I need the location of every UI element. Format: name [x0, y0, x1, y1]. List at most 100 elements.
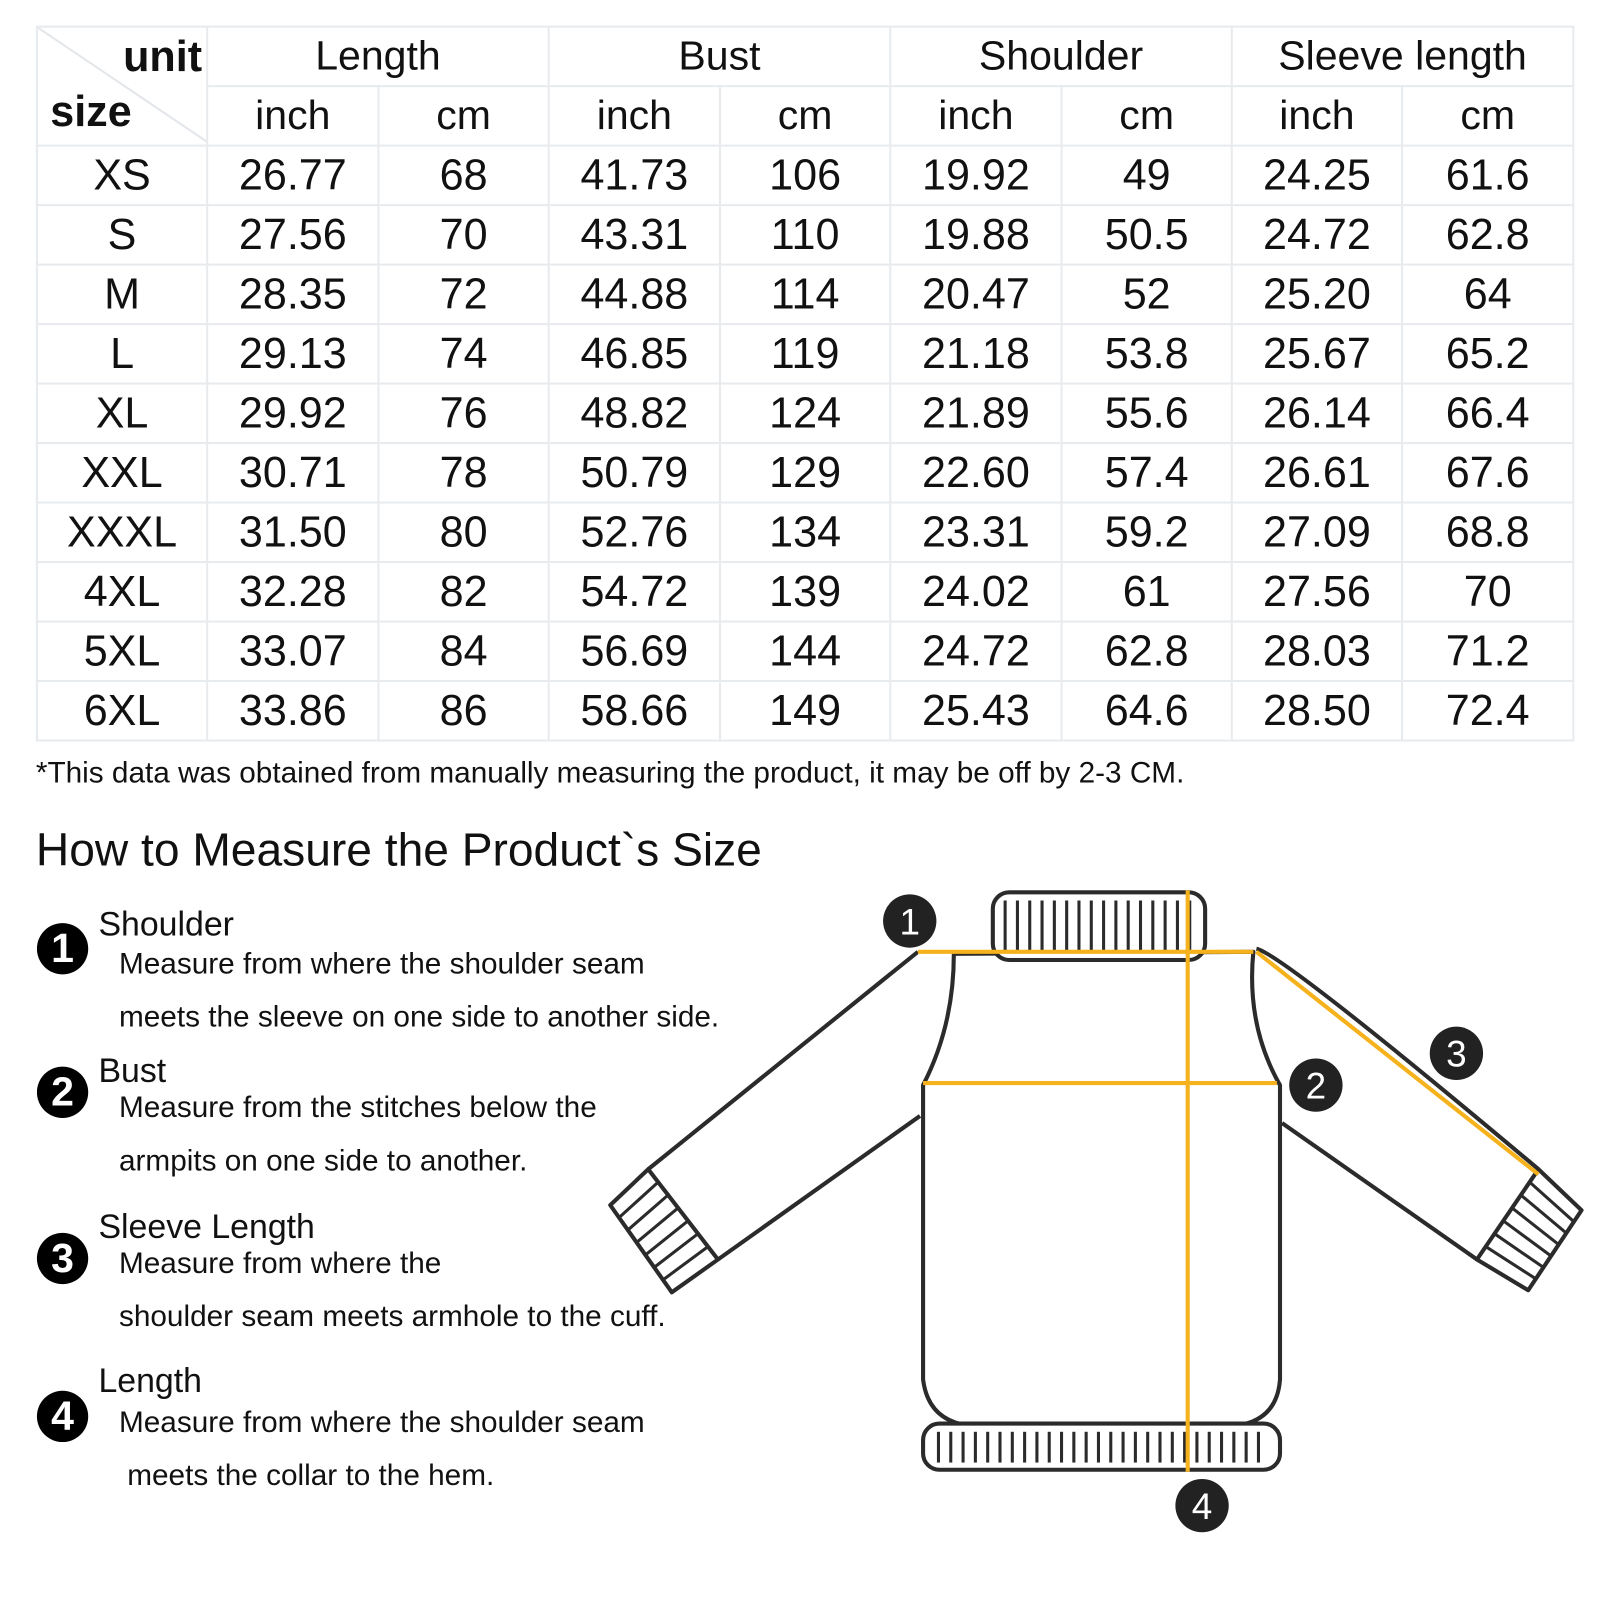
- value-cell: 124: [718, 382, 892, 445]
- table-row: M 28.35 72 44.88 114 20.47 52 25.20 64: [35, 263, 1575, 326]
- value-cell: 24.02: [889, 561, 1063, 623]
- value-cell: 25.67: [1230, 323, 1404, 385]
- unit-subheader: cm: [718, 85, 892, 147]
- value-cell: 25.20: [1230, 263, 1404, 326]
- step-description: Measure from where the shoulder seam meet…: [119, 1237, 666, 1344]
- table-row: XXL 30.71 78 50.79 129 22.60 57.4 26.61 67.6: [35, 442, 1575, 504]
- value-cell: 23.31: [889, 501, 1063, 564]
- value-cell: 61: [1060, 561, 1233, 623]
- value-cell: 86: [377, 679, 550, 742]
- value-cell: 27.56: [206, 204, 380, 266]
- unit-subheader: inch: [1230, 85, 1404, 147]
- value-cell: 52.76: [547, 501, 722, 564]
- value-cell: 139: [718, 561, 892, 623]
- value-cell: 54.72: [547, 561, 722, 623]
- step-number-icon: 4: [36, 1390, 89, 1443]
- unit-subheader: inch: [889, 85, 1063, 147]
- value-cell: 48.82: [547, 382, 722, 445]
- value-cell: 26.77: [206, 144, 380, 207]
- value-cell: 72.4: [1401, 679, 1575, 742]
- step-description-line: Measure from where the shoulder seam: [118, 947, 645, 981]
- value-cell: 20.47: [889, 263, 1063, 326]
- marker-1: 1: [883, 894, 937, 948]
- unit-subheader: cm: [377, 85, 550, 147]
- step-title: Shoulder: [98, 904, 234, 943]
- value-cell: 80: [377, 501, 550, 564]
- value-cell: 49: [1060, 144, 1233, 207]
- value-cell: 30.71: [206, 442, 380, 504]
- size-cell: XS: [35, 144, 209, 207]
- unit-label: unit: [123, 31, 203, 80]
- value-cell: 29.13: [206, 323, 380, 385]
- step-number-icon: 2: [36, 1066, 89, 1118]
- value-cell: 74: [377, 323, 550, 385]
- table-row: XXXL 31.50 80 52.76 134 23.31 59.2 27.09 68.8: [35, 501, 1575, 564]
- value-cell: 129: [718, 442, 892, 504]
- value-cell: 24.72: [1230, 204, 1404, 266]
- size-cell: 5XL: [35, 620, 209, 683]
- size-label: size: [50, 87, 132, 136]
- value-cell: 144: [718, 620, 892, 683]
- size-cell: S: [35, 204, 209, 266]
- measure-lines: [917, 890, 1540, 1472]
- table-row: S 27.56 70 43.31 110 19.88 50.5 24.72 62.8: [35, 204, 1575, 266]
- marker-4: 4: [1175, 1478, 1229, 1533]
- value-cell: 64.6: [1060, 679, 1233, 742]
- value-cell: 50.5: [1060, 204, 1233, 266]
- svg-text:1: 1: [899, 901, 920, 942]
- value-cell: 21.89: [889, 382, 1063, 445]
- value-cell: 57.4: [1060, 442, 1233, 504]
- value-cell: 66.4: [1401, 382, 1575, 445]
- step-title: Bust: [98, 1051, 167, 1090]
- value-cell: 29.92: [206, 382, 380, 445]
- value-cell: 59.2: [1060, 501, 1233, 564]
- guide-title: How to Measure the Product`s Size: [35, 823, 762, 876]
- value-cell: 64: [1401, 263, 1575, 326]
- left-cuff: [608, 1167, 720, 1295]
- value-cell: 53.8: [1060, 323, 1233, 385]
- value-cell: 70: [1401, 561, 1575, 623]
- step-description-line: armpits on one side to another.: [118, 1144, 528, 1178]
- value-cell: 106: [718, 144, 892, 207]
- value-cell: 26.14: [1230, 382, 1404, 445]
- value-cell: 24.72: [889, 620, 1063, 683]
- table-row: 5XL 33.07 84 56.69 144 24.72 62.8 28.03 71.2: [35, 620, 1575, 683]
- step-title: Sleeve Length: [98, 1207, 315, 1246]
- measurement-note: *This data was obtained from manually me…: [35, 756, 1185, 790]
- svg-text:2: 2: [1306, 1065, 1327, 1106]
- value-cell: 76: [377, 382, 550, 445]
- step-description-line: meets the sleeve on one side to another …: [118, 1001, 720, 1034]
- value-cell: 41.73: [547, 144, 722, 207]
- unit-subheader: inch: [547, 85, 722, 147]
- value-cell: 22.60: [889, 442, 1063, 504]
- value-cell: 134: [718, 501, 892, 564]
- size-cell: 4XL: [35, 561, 209, 623]
- value-cell: 84: [377, 620, 550, 683]
- step-description-line: Measure from where the: [118, 1247, 442, 1280]
- value-cell: 25.43: [889, 679, 1063, 742]
- size-cell: XL: [35, 382, 209, 445]
- value-cell: 58.66: [547, 679, 722, 742]
- value-cell: 68: [377, 144, 550, 207]
- size-cell: XXXL: [35, 501, 209, 564]
- value-cell: 62.8: [1401, 204, 1575, 266]
- value-cell: 110: [718, 204, 892, 266]
- group-header: Sleeve length: [1230, 25, 1575, 88]
- value-cell: 33.07: [206, 620, 380, 683]
- value-cell: 62.8: [1060, 620, 1233, 683]
- value-cell: 44.88: [547, 263, 722, 326]
- step-number-icon: 1: [36, 923, 89, 975]
- value-cell: 119: [718, 323, 892, 385]
- table-row: L 29.13 74 46.85 119 21.18 53.8 25.67 65.2: [35, 323, 1575, 385]
- size-cell: L: [35, 323, 209, 385]
- group-header: Shoulder: [889, 25, 1233, 88]
- value-cell: 21.18: [889, 323, 1063, 385]
- step-description: Measure from the stitches below the armpi…: [119, 1081, 597, 1188]
- group-header: Bust: [547, 25, 892, 88]
- size-cell: XXL: [35, 442, 209, 504]
- step-description-line: meets the collar to the hem.: [118, 1459, 495, 1493]
- value-cell: 19.88: [889, 204, 1063, 266]
- step-description: Measure from where the shoulder seam meet…: [119, 937, 719, 1044]
